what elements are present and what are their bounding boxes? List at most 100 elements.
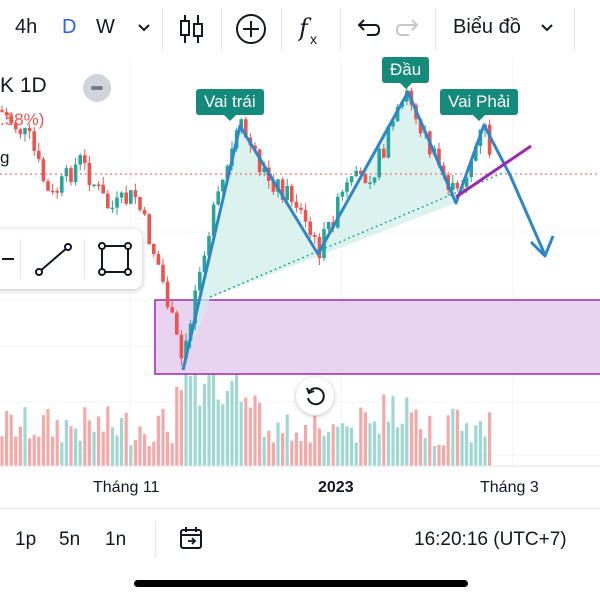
volume-bar (207, 365, 211, 466)
toolbar-divider (281, 8, 282, 50)
volume-bar (55, 419, 59, 466)
support-zone[interactable] (154, 299, 600, 375)
candle-body (363, 174, 368, 184)
volume-bar (350, 427, 354, 466)
volume-bar (276, 422, 280, 466)
candle-body (50, 190, 55, 193)
pattern-fill (183, 92, 456, 370)
symbol-label[interactable]: K 1D (0, 74, 47, 97)
candle-body (69, 168, 73, 183)
candle-body (290, 186, 294, 202)
reset-chart-button[interactable] (296, 377, 334, 415)
volume-bar (106, 406, 110, 466)
candle-body (9, 115, 13, 124)
volume-bar (152, 441, 156, 466)
undo-icon[interactable] (355, 16, 381, 40)
candle-body (345, 182, 349, 192)
candle-body (87, 162, 92, 186)
candle-body (64, 168, 69, 177)
candle-body (0, 110, 4, 112)
clock-time[interactable]: 16:20:16 (UTC+7) (414, 529, 567, 550)
volume-bar (391, 396, 395, 466)
interval-4h[interactable]: 4h (15, 16, 38, 38)
chart-type-button[interactable]: Biểu đồ (453, 16, 521, 38)
volume-bar (474, 425, 478, 466)
candle-body (359, 170, 363, 175)
volume-bar (327, 432, 331, 466)
volume-bars (0, 363, 492, 466)
volume-bar (405, 397, 409, 466)
left-shoulder-tag[interactable]: Vai trái (196, 89, 264, 121)
volume-bar (92, 431, 96, 466)
candle-body (179, 334, 184, 359)
candle-body (336, 196, 340, 228)
volume-bar (409, 412, 413, 466)
volume-bar (161, 408, 165, 466)
x-axis-label: 2023 (318, 479, 354, 496)
volume-bar (198, 405, 202, 466)
candle-body (221, 179, 225, 192)
interval-d[interactable]: D (62, 16, 77, 38)
volume-bar (455, 409, 459, 466)
candle-body (27, 127, 32, 132)
volume-bar (313, 415, 317, 466)
volume-bar (363, 412, 367, 466)
candlestick-icon[interactable] (178, 12, 206, 46)
trend-line[interactable] (455, 144, 532, 199)
candle-body (239, 119, 243, 131)
candle-body (32, 131, 36, 151)
volume-bar (143, 434, 147, 466)
chevron-down-icon[interactable] (136, 20, 152, 36)
candle-body (4, 111, 9, 116)
volume-bar (359, 407, 363, 466)
volume-bar (110, 427, 114, 466)
rectangle-tool-icon[interactable] (97, 241, 133, 277)
candle-body (418, 119, 423, 134)
volume-bar (170, 443, 174, 466)
volume-bar (87, 420, 91, 466)
volume-bar (0, 436, 4, 466)
candle-body (184, 340, 188, 359)
volume-bar (382, 394, 386, 466)
candle-body (110, 207, 115, 210)
go-to-date-icon[interactable] (178, 525, 206, 553)
candle-body (469, 160, 473, 178)
x-axis-label: Tháng 11 (93, 479, 160, 496)
candle-body (124, 192, 128, 204)
redo-icon[interactable] (395, 16, 421, 40)
volume-bar (28, 438, 32, 466)
candle-body (211, 204, 216, 237)
range-1p[interactable]: 1p (15, 529, 37, 550)
volume-bar (74, 428, 78, 466)
toolbar-divider (340, 8, 341, 50)
volume-bar (193, 370, 197, 466)
volume-bar (304, 424, 308, 466)
volume-bar (202, 384, 206, 466)
candle-body (46, 181, 50, 191)
candle-body (142, 209, 147, 215)
candle-body (377, 148, 381, 178)
right-shoulder-tag[interactable]: Vai Phải (440, 89, 519, 121)
candle-body (129, 190, 133, 204)
head-shoulders-line[interactable] (181, 90, 547, 371)
candle-body (285, 186, 289, 200)
candle-body (313, 234, 317, 237)
collapse-legend-button[interactable] (83, 74, 111, 102)
add-indicator-icon[interactable] (234, 12, 268, 46)
interval-w[interactable]: W (96, 16, 115, 38)
candle-body (175, 312, 179, 335)
range-1n[interactable]: 1n (105, 529, 127, 550)
chevron-down-icon[interactable] (539, 20, 555, 36)
volume-bar (317, 428, 321, 466)
fx-icon[interactable]: f x (298, 12, 326, 48)
head-tag[interactable]: Đầu (382, 57, 430, 89)
candle-body (299, 207, 303, 210)
horizontal-line-icon[interactable] (2, 249, 16, 269)
candle-body (395, 106, 400, 122)
trend-line-tool-icon[interactable] (34, 241, 74, 277)
candle-body (326, 222, 331, 230)
volume-bar (51, 436, 55, 466)
range-5n[interactable]: 5n (59, 529, 81, 550)
volume-bar (179, 390, 183, 466)
volume-bar (216, 399, 220, 466)
